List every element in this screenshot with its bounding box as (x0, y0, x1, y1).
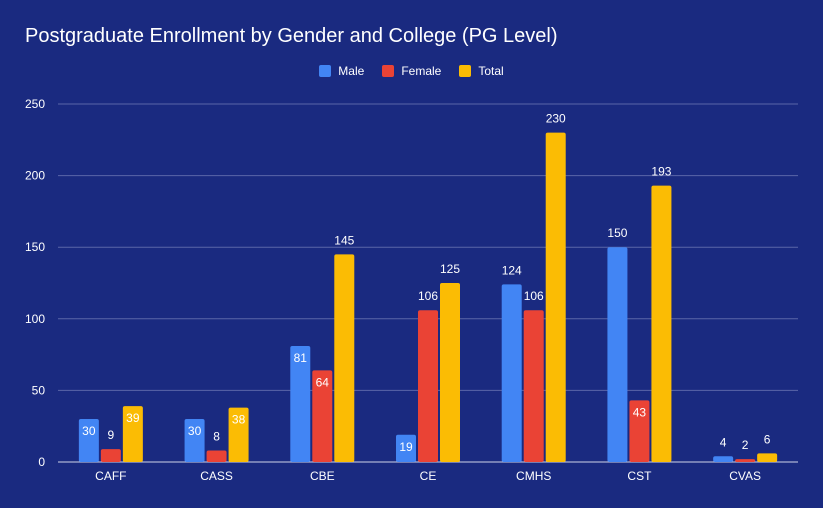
bar-male (78, 419, 99, 462)
data-label-male: 19 (399, 440, 413, 454)
y-tick-label: 100 (25, 312, 45, 326)
y-tick-label: 250 (25, 97, 45, 111)
data-label-female: 106 (418, 289, 438, 303)
data-label-total: 230 (546, 112, 566, 126)
y-tick-label: 0 (38, 455, 45, 469)
bar-total (545, 132, 566, 462)
x-tick-label: CAFF (95, 469, 126, 483)
bar-total (757, 453, 778, 462)
bar-female (312, 370, 333, 462)
bar-total (122, 406, 143, 462)
bar-total (334, 254, 355, 462)
legend-item-female: Female (382, 64, 441, 78)
y-tick-label: 200 (25, 169, 45, 183)
data-label-male: 150 (607, 226, 627, 240)
legend: Male Female Total (0, 64, 823, 78)
x-tick-label: CBE (310, 469, 335, 483)
data-label-female: 64 (316, 375, 330, 389)
legend-item-total: Total (459, 64, 504, 78)
bar-female (206, 450, 227, 462)
bar-total (651, 185, 672, 462)
bar-male (184, 419, 205, 462)
legend-swatch-male (319, 65, 332, 77)
bar-male (396, 434, 416, 462)
data-label-female: 106 (524, 289, 544, 303)
y-tick-label: 50 (32, 383, 46, 397)
legend-item-male: Male (319, 64, 364, 78)
bar-female (418, 310, 438, 462)
data-label-male: 81 (294, 351, 308, 365)
legend-label-total: Total (478, 64, 504, 78)
data-label-female: 9 (108, 428, 115, 442)
data-label-total: 125 (440, 262, 460, 276)
data-label-female: 2 (742, 438, 749, 452)
x-tick-label: CST (627, 469, 652, 483)
bar-female (100, 449, 121, 462)
bar-female (735, 459, 756, 462)
legend-label-female: Female (401, 64, 442, 78)
bar-male (607, 247, 628, 462)
bar-total (228, 407, 249, 462)
data-label-male: 30 (82, 424, 96, 438)
x-tick-label: CMHS (516, 469, 551, 483)
legend-swatch-female (382, 65, 395, 77)
bar-male (290, 346, 311, 462)
data-label-total: 38 (232, 413, 246, 427)
data-label-male: 124 (502, 263, 522, 277)
bar-male (713, 456, 734, 462)
bar-total (440, 283, 460, 462)
bar-female (629, 400, 650, 462)
x-tick-label: CASS (200, 469, 233, 483)
x-tick-label: CVAS (729, 469, 761, 483)
legend-label-male: Male (338, 64, 365, 78)
data-label-male: 4 (720, 435, 727, 449)
data-label-total: 39 (126, 411, 140, 425)
x-tick-label: CE (420, 469, 437, 483)
legend-swatch-total (459, 65, 472, 77)
bar-male (501, 284, 522, 462)
y-tick-label: 150 (25, 240, 45, 254)
data-label-total: 145 (334, 233, 354, 247)
bar-female (523, 310, 544, 462)
data-label-male: 30 (188, 424, 202, 438)
data-label-total: 6 (764, 432, 771, 446)
data-label-female: 43 (633, 405, 647, 419)
data-label-female: 8 (213, 430, 220, 444)
chart-title: Postgraduate Enrollment by Gender and Co… (25, 25, 558, 47)
data-label-total: 193 (651, 165, 671, 179)
